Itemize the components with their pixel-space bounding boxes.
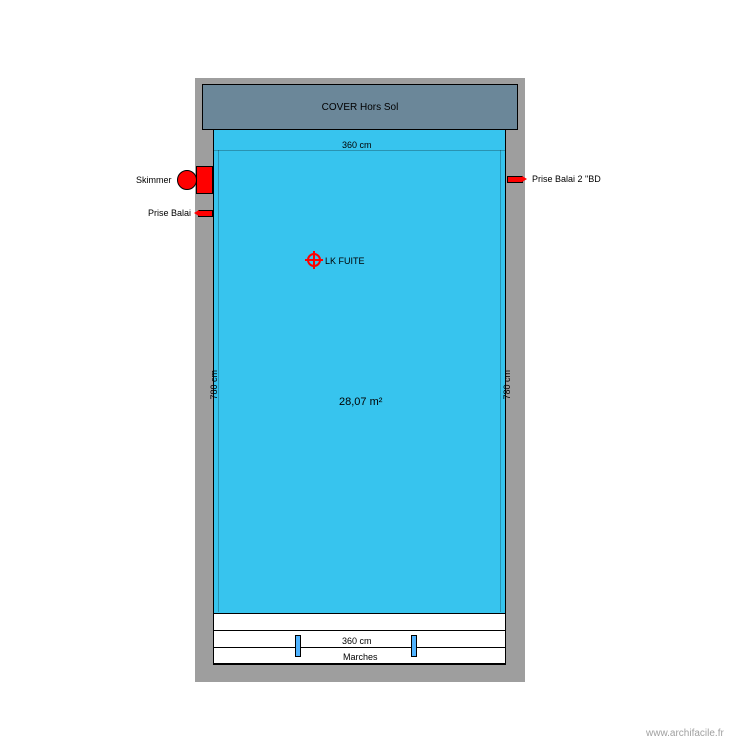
leak-label: LK FUITE [325, 256, 365, 266]
step-line-2 [213, 630, 506, 631]
steps-label: Marches [343, 652, 378, 662]
prise-balai-icon [198, 210, 213, 217]
area-label: 28,07 m² [339, 396, 382, 408]
pool-water [213, 96, 506, 664]
nozzle-2-icon [411, 635, 417, 657]
dim-bot-label: 360 cm [342, 636, 372, 646]
leak-cross-v-icon [313, 251, 315, 269]
dim-top-label: 360 cm [342, 140, 372, 150]
skimmer-circle-icon [177, 170, 197, 190]
dim-left-label: 780 cm [209, 370, 219, 400]
prise-balai-2-icon [507, 176, 523, 183]
nozzle-1-icon [295, 635, 301, 657]
step-line-1 [213, 613, 506, 614]
prise-balai-label: Prise Balai [148, 208, 191, 218]
dim-right-label: 780 cm [502, 370, 512, 400]
dim-line-right [500, 150, 501, 612]
skimmer-rect-icon [196, 166, 213, 194]
leak-marker [307, 253, 323, 269]
watermark-text: www.archifacile.fr [646, 728, 724, 739]
step-line-3 [213, 647, 506, 648]
prise-balai-2-arrow-icon [522, 176, 527, 182]
prise-balai-2-label: Prise Balai 2 "BD [532, 174, 601, 184]
cover-bar: COVER Hors Sol [202, 84, 518, 130]
skimmer-label: Skimmer [136, 175, 172, 185]
step-line-4 [213, 664, 506, 665]
diagram-canvas: COVER Hors Sol 360 cm 780 cm 780 cm 28,0… [0, 0, 750, 750]
prise-balai-arrow-icon [194, 210, 199, 216]
cover-label: COVER Hors Sol [322, 102, 399, 113]
dim-line-top [213, 150, 506, 151]
